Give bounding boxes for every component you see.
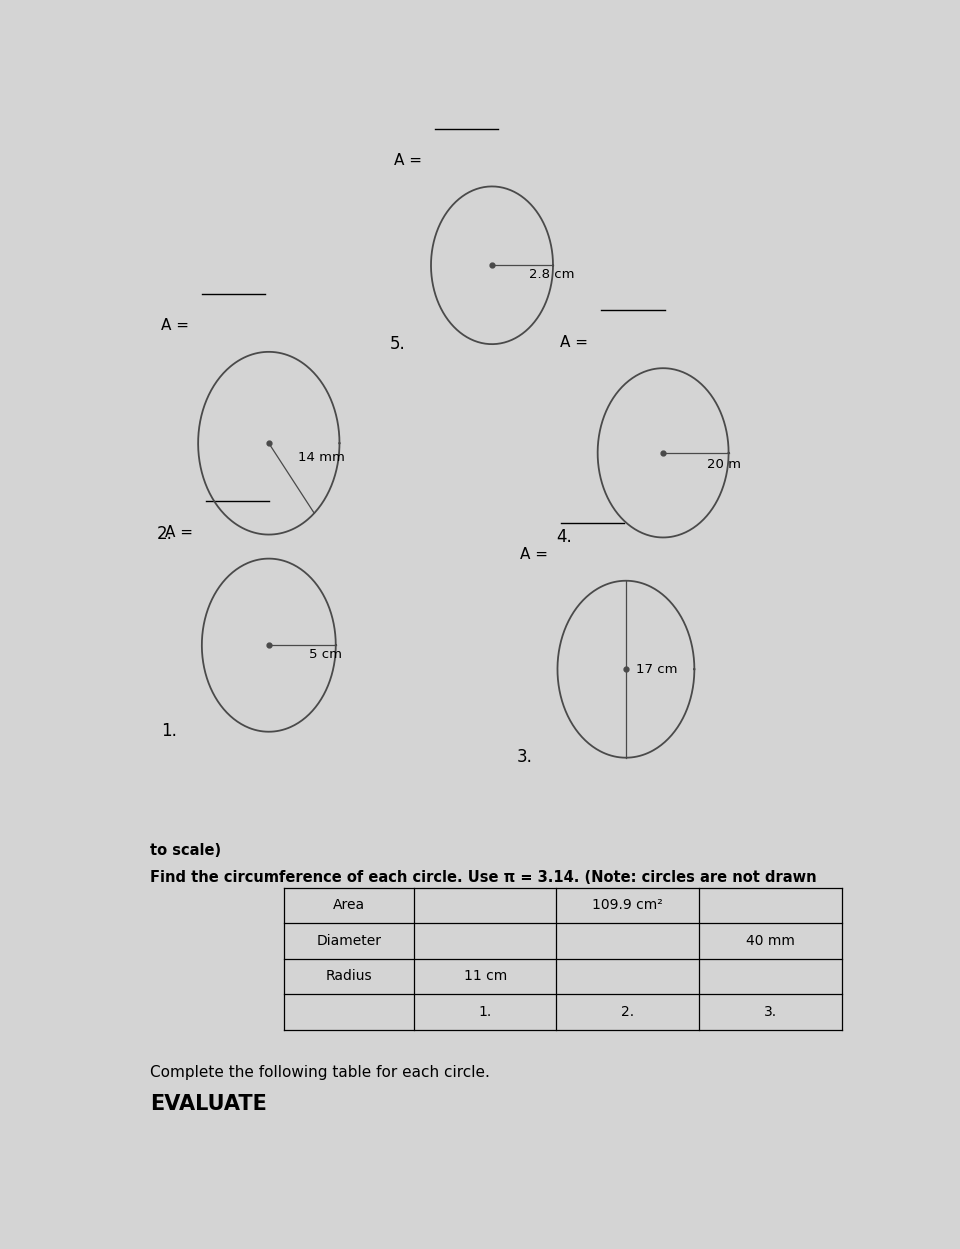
Text: to scale): to scale) bbox=[150, 843, 221, 858]
Text: 11 cm: 11 cm bbox=[464, 969, 507, 983]
Text: 14 mm: 14 mm bbox=[298, 451, 345, 465]
Text: Radius: Radius bbox=[325, 969, 372, 983]
Text: 3.: 3. bbox=[764, 1005, 777, 1019]
Text: A =: A = bbox=[161, 318, 194, 333]
Text: A =: A = bbox=[165, 525, 198, 540]
Text: Area: Area bbox=[333, 898, 365, 912]
Text: 4.: 4. bbox=[557, 528, 572, 546]
Text: 5.: 5. bbox=[390, 335, 406, 352]
Text: A =: A = bbox=[520, 547, 553, 562]
Text: 109.9 cm²: 109.9 cm² bbox=[592, 898, 663, 912]
Text: 17 cm: 17 cm bbox=[636, 663, 677, 676]
Text: 20 m: 20 m bbox=[707, 458, 740, 471]
Text: 2.: 2. bbox=[621, 1005, 635, 1019]
Text: 1.: 1. bbox=[161, 722, 177, 741]
Text: 2.: 2. bbox=[157, 525, 173, 543]
Text: 40 mm: 40 mm bbox=[746, 934, 795, 948]
Text: EVALUATE: EVALUATE bbox=[150, 1094, 267, 1114]
Text: 1.: 1. bbox=[478, 1005, 492, 1019]
Text: A =: A = bbox=[394, 152, 426, 167]
Text: Find the circumference of each circle. Use π = 3.14. (Note: circles are not draw: Find the circumference of each circle. U… bbox=[150, 871, 816, 886]
Text: Complete the following table for each circle.: Complete the following table for each ci… bbox=[150, 1065, 490, 1080]
Text: 2.8 cm: 2.8 cm bbox=[529, 269, 575, 281]
Text: 3.: 3. bbox=[516, 748, 533, 766]
Text: 5 cm: 5 cm bbox=[309, 648, 343, 661]
Text: A =: A = bbox=[561, 335, 593, 350]
Text: Diameter: Diameter bbox=[316, 934, 381, 948]
